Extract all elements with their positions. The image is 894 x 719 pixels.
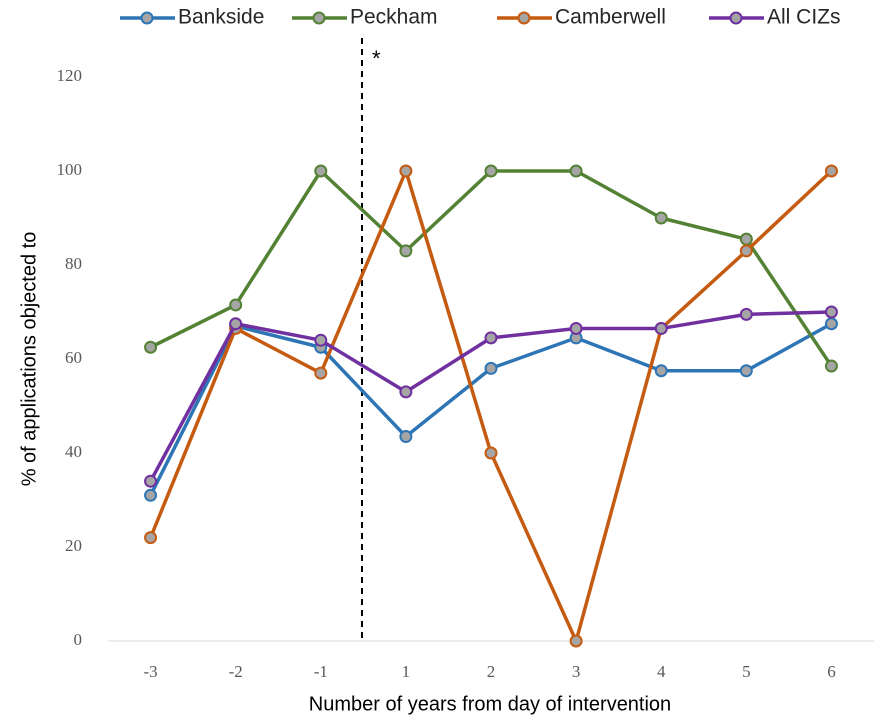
data-point [824,317,838,331]
x-tick-label: 6 [827,662,836,681]
y-tick-label: 120 [57,66,83,85]
x-tick-label: -1 [314,662,328,681]
legend-marker [517,11,531,25]
x-tick-label: -3 [143,662,157,681]
x-tick-label: 2 [487,662,496,681]
data-point [654,211,668,225]
data-point [739,364,753,378]
data-point [229,317,243,331]
x-axis-title: Number of years from day of intervention [309,693,671,715]
data-point [144,531,158,545]
data-point [399,244,413,258]
data-point [399,385,413,399]
data-point [144,474,158,488]
data-point [314,333,328,347]
data-point [739,307,753,321]
y-axis-title: % of applications objected to [18,232,40,487]
data-point [484,446,498,460]
legend-label: Peckham [350,6,438,29]
legend-marker [140,11,154,25]
data-point [654,321,668,335]
data-point [144,488,158,502]
y-tick-label: 0 [74,630,83,649]
series-line [148,322,833,497]
x-tick-label: 3 [572,662,581,681]
x-tick-label: 4 [657,662,666,681]
data-point [484,331,498,345]
legend-label: Bankside [178,6,264,29]
data-point [569,164,583,178]
data-point [144,340,158,354]
y-tick-label: 80 [65,254,82,273]
legend-label: All CIZs [767,6,841,29]
legend-marker [312,11,326,25]
data-point [654,364,668,378]
y-tick-label: 60 [65,348,82,367]
x-tick-label: -2 [229,662,243,681]
data-point [399,164,413,178]
data-point [824,305,838,319]
x-tick-label: 1 [402,662,411,681]
data-point [824,164,838,178]
data-point [739,232,753,246]
data-point [484,361,498,375]
x-tick-label: 5 [742,662,751,681]
data-point [824,359,838,373]
data-point [314,164,328,178]
data-point [569,321,583,335]
data-point [484,164,498,178]
data-point [314,366,328,380]
legend-label: Camberwell [555,6,666,29]
legend-marker [729,11,743,25]
data-point [569,634,583,648]
annotation: * [372,46,381,71]
data-point [739,244,753,258]
y-tick-label: 100 [57,160,83,179]
data-point [229,298,243,312]
series-line [148,169,833,643]
y-tick-label: 20 [65,536,82,555]
data-point [399,430,413,444]
y-tick-label: 40 [65,442,82,461]
